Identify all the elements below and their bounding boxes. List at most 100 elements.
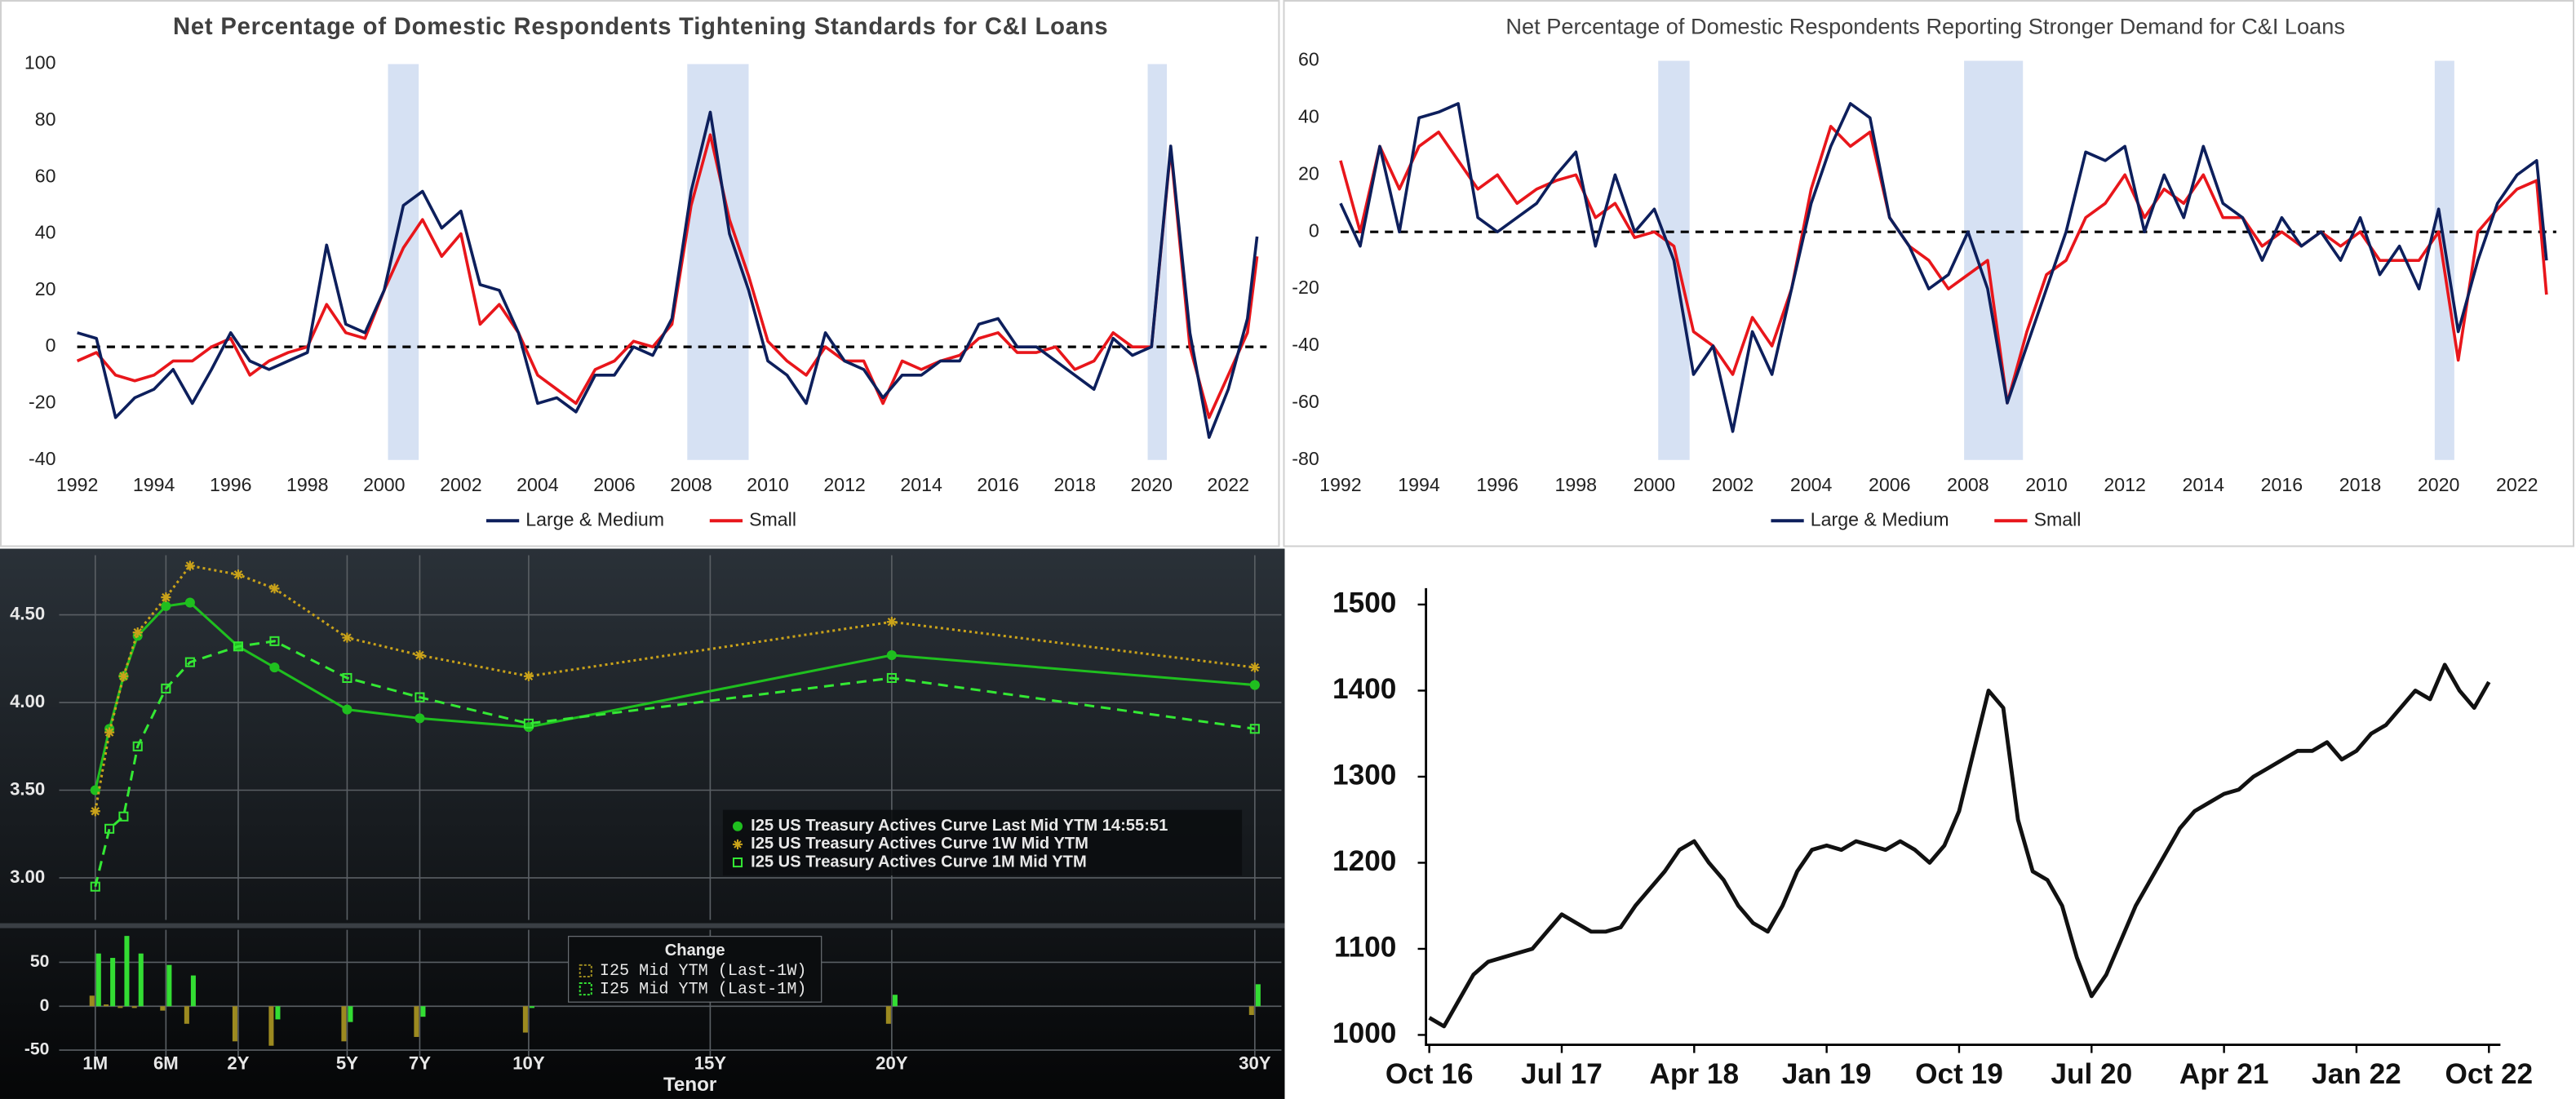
chart-title: Net Percentage of Domestic Respondents R… [1505, 13, 2345, 38]
legend-label: I25 US Treasury Actives Curve 1W Mid YTM [751, 835, 1088, 853]
x-tick-label: 2012 [823, 474, 865, 495]
y-tick-label: 40 [1298, 106, 1319, 127]
chart-price: 1000 1100 1200 1300 1400 1500 Oct 16 Jul 17 Apr … [1332, 587, 2533, 1090]
x-axis-label: Tenor [663, 1074, 717, 1096]
legend-label: I25 Mid YTM (Last-1M) [600, 980, 807, 999]
point [132, 741, 143, 751]
y-tick-label: 80 [35, 109, 56, 130]
x-tick-label: 1998 [1555, 474, 1597, 495]
x-tick-label: 1998 [286, 474, 328, 495]
chart-yield-curve: 3.00 3.50 4.00 4.50 I25 US Treasury Actives … [10, 555, 1282, 920]
x-tick-label: 2004 [517, 474, 559, 495]
point [415, 713, 425, 724]
x-tick-label: 2020 [2418, 474, 2459, 495]
x-tick-label: 2022 [1208, 474, 1249, 495]
x-tick-label: Oct 22 [2445, 1058, 2533, 1090]
x-tick-label: 15Y [694, 1053, 727, 1074]
y-tick-label: 100 [24, 52, 56, 73]
x-tick-label: 1994 [1398, 474, 1440, 495]
y-tick-label: 4.00 [10, 691, 45, 711]
x-tick-label: 2000 [1634, 474, 1675, 495]
bar [348, 1006, 353, 1022]
point [1249, 663, 1260, 673]
series-line [76, 133, 1259, 419]
point [342, 672, 352, 684]
bar [104, 1004, 109, 1007]
legend-swatch [732, 839, 743, 849]
point [104, 823, 115, 834]
legend-swatch [732, 821, 743, 831]
y-tick-label: 4.50 [10, 603, 45, 623]
legend-label: Small [2034, 508, 2082, 530]
y-tick-label: 0 [1309, 219, 1319, 241]
x-tick-label: 1996 [1476, 474, 1518, 495]
y-tick-label: 1100 [1334, 931, 1396, 963]
point [523, 718, 534, 729]
bar [95, 953, 101, 1007]
x-tick-label: 2014 [900, 474, 942, 495]
series-line [77, 110, 1259, 439]
x-tick-label: 2008 [670, 474, 712, 495]
bar [184, 1006, 189, 1024]
point [132, 627, 143, 638]
y-tick-label: 0 [40, 996, 50, 1015]
axis-line [1425, 587, 2501, 1046]
x-tick-label: 2002 [1712, 474, 1754, 495]
chart-tightening: Net Percentage of Domestic Respondents T… [24, 14, 1267, 530]
y-tick-label: 1500 [1332, 587, 1396, 618]
bar [138, 953, 144, 1007]
y-tick-label: -40 [29, 448, 55, 469]
x-tick-label: 2010 [2025, 474, 2067, 495]
x-tick-label: 2014 [2183, 474, 2225, 495]
point [269, 663, 280, 673]
point [886, 672, 897, 684]
legend-label: I25 US Treasury Actives Curve 1M Mid YTM [751, 853, 1087, 871]
y-tick-label: 20 [1298, 162, 1319, 184]
point [118, 811, 129, 822]
x-tick-label: Apr 21 [2179, 1058, 2269, 1090]
point [523, 671, 534, 681]
series-line [94, 640, 1256, 888]
point [161, 592, 171, 603]
x-tick-label: 2012 [2104, 474, 2145, 495]
point [118, 671, 129, 681]
point [184, 561, 195, 571]
x-tick-label: 2016 [2261, 474, 2303, 495]
point [184, 657, 195, 667]
x-tick-label: 2016 [977, 474, 1018, 495]
y-tick-label: 50 [30, 952, 50, 971]
x-tick-label: 2022 [2496, 474, 2538, 495]
x-tick-label: Oct 16 [1386, 1058, 1474, 1090]
y-tick-label: -60 [1292, 391, 1319, 412]
y-tick-label: 3.50 [10, 778, 45, 799]
bar [268, 1006, 274, 1046]
bar [885, 1006, 891, 1024]
x-tick-label: 1M [82, 1053, 108, 1074]
x-tick-label: 6M [153, 1053, 179, 1074]
x-tick-label: 2004 [1790, 474, 1833, 495]
x-tick-label: Jul 20 [2051, 1058, 2132, 1090]
point [886, 617, 897, 627]
x-tick-label: 1992 [56, 474, 98, 495]
y-tick-label: 20 [35, 278, 56, 299]
x-tick-label: 2006 [1869, 474, 1910, 495]
bar [232, 1006, 237, 1042]
series-line [1339, 125, 2548, 405]
x-tick-label: 1996 [210, 474, 251, 495]
x-tick-label: 20Y [876, 1053, 908, 1074]
bar [190, 975, 196, 1007]
x-tick-label: 5Y [336, 1053, 358, 1074]
legend-swatch [579, 964, 592, 977]
bar [89, 995, 95, 1007]
shaded-range [2434, 60, 2454, 460]
y-tick-label: 0 [46, 335, 56, 356]
y-tick-label: -20 [1292, 277, 1319, 298]
x-tick-label: 2018 [2339, 474, 2381, 495]
shaded-range [1964, 60, 2024, 460]
y-tick-label: 60 [1298, 49, 1319, 70]
x-tick-label: 1994 [133, 474, 175, 495]
bar [1248, 1006, 1254, 1016]
point [161, 600, 171, 611]
chart-title: Net Percentage of Domestic Respondents T… [173, 14, 1108, 40]
